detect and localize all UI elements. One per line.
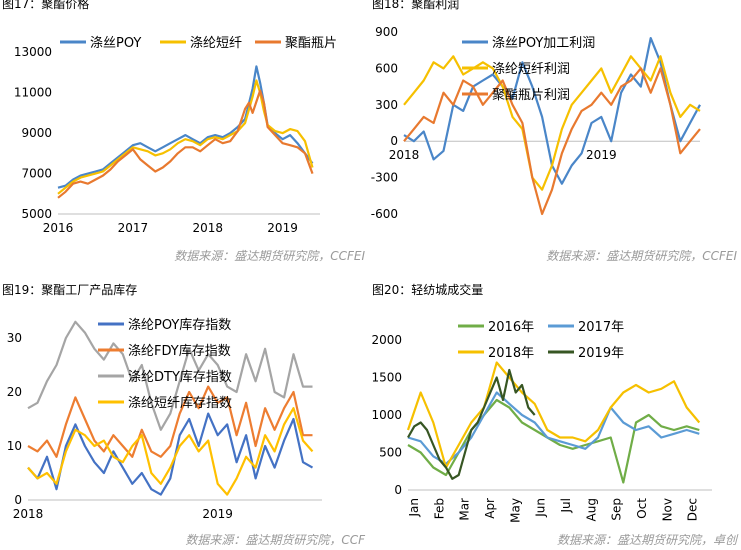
x-tick-label: Nov <box>660 498 674 521</box>
legend-label: 2016年 <box>488 320 534 335</box>
chart-3: 图19：聚酯工厂产品库存 0 10 20 30 2018 2019 涤纶POY库存指数涤纶FD… <box>2 282 366 547</box>
y-tick-label: 600 <box>375 61 398 75</box>
y-tick-label: 20 <box>7 385 22 399</box>
x-tick-label: Aug <box>584 498 598 521</box>
series-line <box>407 368 536 480</box>
legend-label: 涤丝POY <box>90 36 141 51</box>
x-tick-label: Oct <box>635 498 649 519</box>
series-line <box>27 385 313 458</box>
source-note: 数据来源：盛达期货研究院，CCFEI <box>174 249 365 263</box>
chart-title: 图20：轻纺城成交量 <box>372 282 483 297</box>
y-tick-label: 0 <box>14 493 22 507</box>
y-tick-label: 1000 <box>371 408 402 422</box>
x-tick-label: 2018 <box>389 148 420 162</box>
y-tick-label: -600 <box>371 207 398 221</box>
y-tick-label: 300 <box>375 98 398 112</box>
y-tick-label: -300 <box>371 171 398 185</box>
series-line <box>57 79 314 195</box>
legend-label: 涤纶短纤 <box>190 36 242 51</box>
series-line <box>403 55 701 191</box>
legend-label: 聚酯瓶片利润 <box>492 88 570 103</box>
y-tick-label: 0 <box>390 134 398 148</box>
y-tick-label: 0 <box>394 483 402 497</box>
y-tick-label: 10 <box>7 439 22 453</box>
y-tick-label: 1500 <box>371 371 402 385</box>
series-line <box>27 412 314 496</box>
legend-label: 涤纶POY库存指数 <box>128 317 231 333</box>
legend-label: 涤纶短纤库存指数 <box>128 395 232 411</box>
y-tick-label: 900 <box>375 25 398 39</box>
legend-label: 涤纶FDY库存指数 <box>128 343 231 359</box>
x-tick-label: Feb <box>432 498 446 519</box>
y-tick-label: 7000 <box>21 167 52 181</box>
legend-label: 涤纶DTY库存指数 <box>128 369 232 385</box>
x-tick-label: 2017 <box>118 221 149 235</box>
chart-title: 图18：聚酯利润 <box>372 0 459 11</box>
x-tick-label: Jul <box>559 498 573 513</box>
y-tick-label: 30 <box>7 331 22 345</box>
series-line <box>407 398 700 484</box>
y-tick-label: 11000 <box>14 86 52 100</box>
legend-label: 涤丝POY加工利润 <box>492 36 595 51</box>
source-note: 数据来源：盛达期货研究院，CCFEI <box>546 249 737 263</box>
x-tick-label: 2019 <box>202 507 233 521</box>
legend-label: 聚酯瓶片 <box>285 36 337 51</box>
chart-2: 图18：聚酯利润 -600 -300 0 300 600 900 2018 2019 涤丝POY加… <box>371 0 738 263</box>
chart-title: 图17：聚酯价格 <box>2 0 89 11</box>
series-line <box>57 89 314 199</box>
x-tick-label: 2018 <box>13 507 44 521</box>
chart-4: 图20：轻纺城成交量 0 500 1000 1500 2000 Jan Feb Mar Apr Ma… <box>371 282 739 547</box>
legend-label: 2017年 <box>578 320 624 335</box>
source-note: 数据来源：盛达期货研究院，CCF <box>185 533 366 547</box>
x-tick-label: 2018 <box>192 221 223 235</box>
x-tick-label: May <box>508 498 522 523</box>
series-line <box>27 320 313 431</box>
x-tick-label: Sep <box>610 498 624 521</box>
series-line <box>57 65 314 189</box>
series-line <box>27 407 314 496</box>
x-tick-label: Mar <box>458 498 472 521</box>
source-note: 数据来源：盛达期货研究院，卓创 <box>557 533 739 547</box>
series-line <box>403 67 701 216</box>
y-tick-label: 2000 <box>371 333 402 347</box>
x-tick-label: Jan <box>407 498 421 518</box>
series-line <box>407 391 700 465</box>
chart-1: 图17：聚酯价格 5000 7000 9000 11000 13000 2016 2017 20… <box>2 0 365 263</box>
y-tick-label: 9000 <box>21 126 52 140</box>
x-tick-label: 2019 <box>586 148 617 162</box>
x-tick-label: 2016 <box>43 221 74 235</box>
legend-label: 2019年 <box>578 346 624 361</box>
y-tick-label: 500 <box>379 446 402 460</box>
x-tick-label: Dec <box>686 498 700 521</box>
chart-title: 图19：聚酯工厂产品库存 <box>2 282 137 297</box>
series-line <box>406 361 701 469</box>
x-tick-label: Jun <box>534 498 548 518</box>
x-tick-label: Apr <box>483 498 497 519</box>
legend-label: 涤纶短纤利润 <box>492 62 570 77</box>
x-tick-label: 2019 <box>267 221 298 235</box>
y-tick-label: 5000 <box>21 207 52 221</box>
legend-label: 2018年 <box>488 346 534 361</box>
y-tick-label: 13000 <box>14 45 52 59</box>
